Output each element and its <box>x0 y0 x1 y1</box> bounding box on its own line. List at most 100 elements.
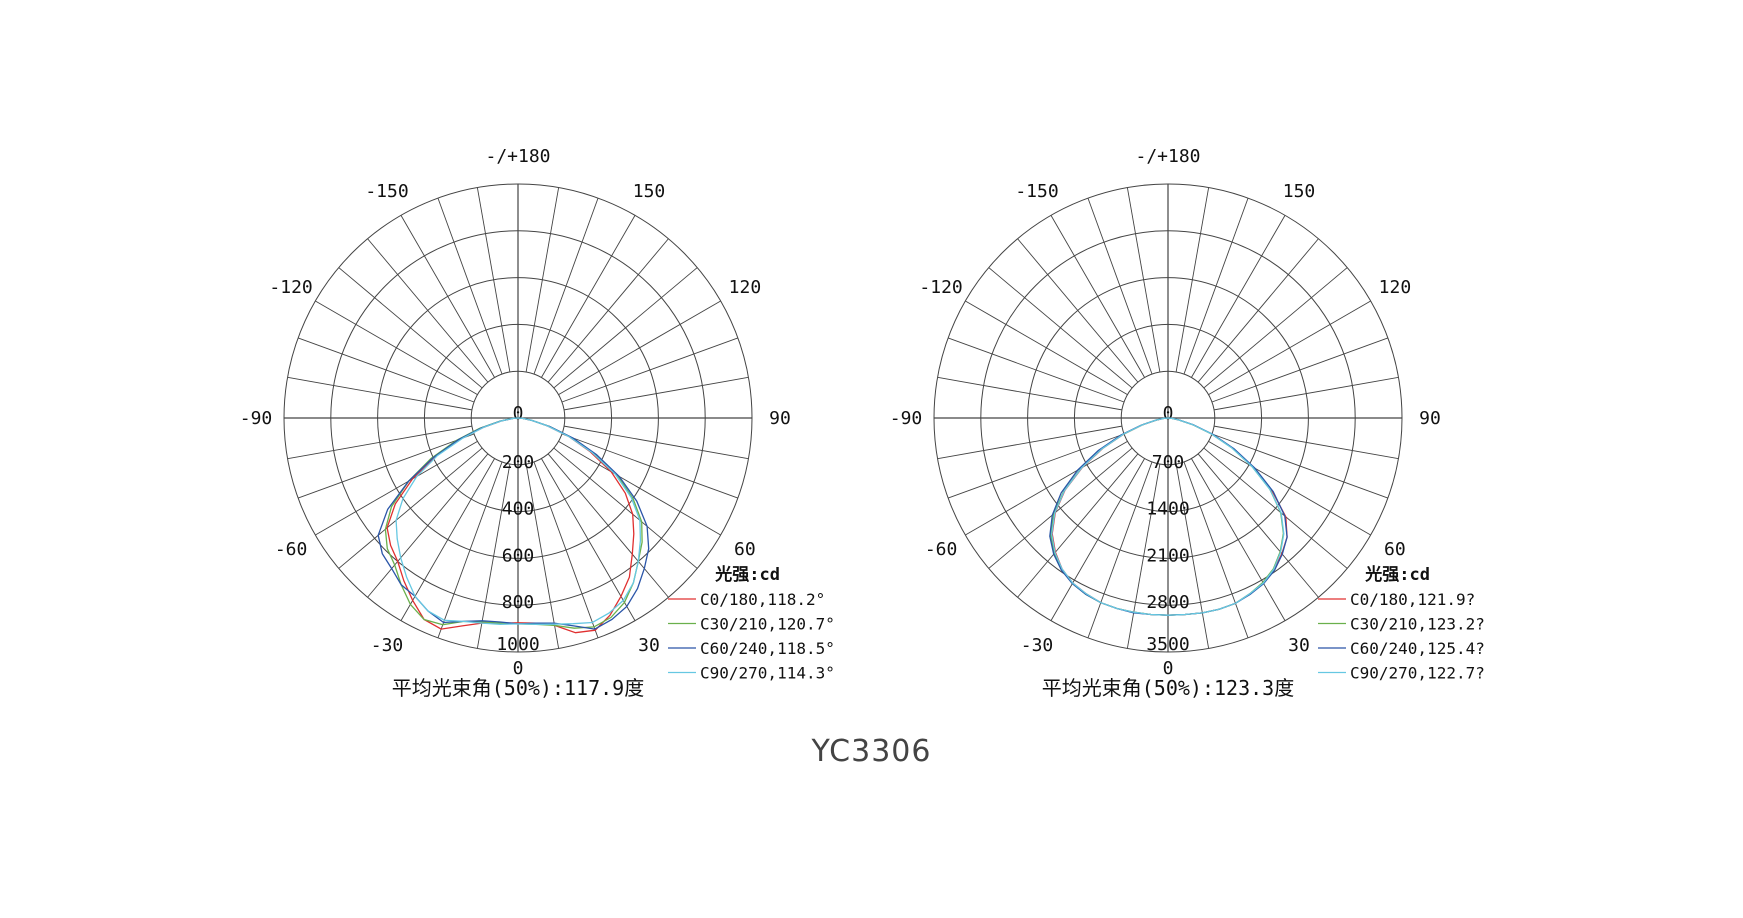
angle-spoke <box>1203 447 1348 569</box>
center-label: 0 <box>1163 403 1174 424</box>
angle-spoke <box>988 447 1133 569</box>
angle-spoke <box>297 433 475 499</box>
angle-spoke <box>547 238 669 383</box>
angle-spoke <box>564 425 749 460</box>
angle-spoke <box>338 447 483 569</box>
angle-spoke <box>1197 453 1319 598</box>
angle-spoke <box>541 458 636 621</box>
angle-label: 90 <box>769 408 791 429</box>
angle-label: -/+180 <box>1135 146 1200 167</box>
radial-tick-label: 1400 <box>1146 499 1189 520</box>
angle-label: -90 <box>240 408 273 429</box>
angle-spoke <box>1211 337 1389 403</box>
radial-tick-label: 700 <box>1152 452 1185 473</box>
angle-spoke <box>476 187 511 372</box>
legend-title: 光强:cd <box>1364 564 1430 585</box>
legend-entry: C90/270,114.3° <box>700 664 835 683</box>
angle-spoke <box>558 441 721 536</box>
angle-label: 0 <box>1163 658 1174 679</box>
angle-spoke <box>297 337 475 403</box>
angle-spoke <box>315 441 478 536</box>
angle-label: 60 <box>734 539 756 560</box>
angle-spoke <box>533 461 599 639</box>
angle-spoke <box>525 187 560 372</box>
radial-tick-label: 800 <box>502 592 535 613</box>
angle-spoke <box>561 433 739 499</box>
angle-spoke <box>1087 197 1153 375</box>
angle-spoke <box>947 433 1125 499</box>
angle-spoke <box>1191 215 1286 378</box>
radial-tick-label: 2100 <box>1146 545 1189 566</box>
angle-spoke <box>541 215 636 378</box>
angle-spoke <box>287 376 472 411</box>
angle-label: 60 <box>1384 539 1406 560</box>
series-line-C90-270 <box>1051 417 1285 616</box>
radial-tick-label: 600 <box>502 545 535 566</box>
angle-spoke <box>1017 453 1139 598</box>
angle-spoke <box>315 300 478 395</box>
angle-label: -/+180 <box>485 146 550 167</box>
legend-entry: C0/180,121.9? <box>1350 590 1475 609</box>
series-line-C0-180 <box>386 417 635 634</box>
angle-label: 120 <box>729 277 762 298</box>
angle-label: -150 <box>365 181 408 202</box>
angle-spoke <box>437 461 503 639</box>
legend-title: 光强:cd <box>714 564 780 585</box>
angle-spoke <box>400 458 495 621</box>
legend-entry: C60/240,125.4? <box>1350 639 1485 658</box>
angle-spoke <box>1211 433 1389 499</box>
legend-entry: C60/240,118.5° <box>700 639 835 658</box>
angle-spoke <box>965 300 1128 395</box>
legend-entry: C30/210,123.2? <box>1350 615 1485 634</box>
angle-spoke <box>287 425 472 460</box>
angle-spoke <box>1191 458 1286 621</box>
angle-label: 150 <box>1283 181 1316 202</box>
angle-spoke <box>965 441 1128 536</box>
angle-spoke <box>558 300 721 395</box>
angle-spoke <box>937 376 1122 411</box>
angle-spoke <box>1050 458 1145 621</box>
angle-spoke <box>1208 441 1371 536</box>
angle-spoke <box>367 238 489 383</box>
angle-label: 90 <box>1419 408 1441 429</box>
angle-spoke <box>553 267 698 389</box>
angle-label: 30 <box>638 635 660 656</box>
radial-tick-label: 2800 <box>1146 592 1189 613</box>
angle-spoke <box>547 453 669 598</box>
angle-label: -30 <box>1021 635 1054 656</box>
angle-spoke <box>1203 267 1348 389</box>
angle-spoke <box>1183 461 1249 639</box>
beam-angle-text: 平均光束角(50%):117.9度 <box>392 676 644 700</box>
angle-label: 30 <box>1288 635 1310 656</box>
beam-angle-text: 平均光束角(50%):123.3度 <box>1042 676 1294 700</box>
angle-label: -150 <box>1015 181 1058 202</box>
angle-label: -120 <box>269 277 312 298</box>
radial-tick-label: 3500 <box>1146 634 1189 655</box>
angle-spoke <box>1183 197 1249 375</box>
angle-spoke <box>1214 425 1399 460</box>
angle-label: -90 <box>890 408 923 429</box>
angle-spoke <box>1017 238 1139 383</box>
angle-spoke <box>1087 461 1153 639</box>
angle-label: -60 <box>275 539 308 560</box>
angle-spoke <box>1175 464 1210 649</box>
angle-spoke <box>988 267 1133 389</box>
legend-entry: C90/270,122.7? <box>1350 664 1485 683</box>
angle-spoke <box>1175 187 1210 372</box>
angle-spoke <box>525 464 560 649</box>
polar-chart-2: -/+180 150 -150 120 -120 90 -90 60 -60 30 -30 0 0 700… <box>890 146 1485 700</box>
legend-entry: C0/180,118.2° <box>700 590 825 609</box>
angle-spoke <box>561 337 739 403</box>
angle-spoke <box>937 425 1122 460</box>
angle-label: 150 <box>633 181 666 202</box>
angle-spoke <box>437 197 503 375</box>
angle-spoke <box>1050 215 1145 378</box>
angle-label: 120 <box>1379 277 1412 298</box>
product-title: YC3306 <box>811 734 932 769</box>
angle-label: -30 <box>371 635 404 656</box>
angle-spoke <box>367 453 489 598</box>
angle-spoke <box>400 215 495 378</box>
angle-spoke <box>947 337 1125 403</box>
radial-tick-label: 400 <box>502 499 535 520</box>
